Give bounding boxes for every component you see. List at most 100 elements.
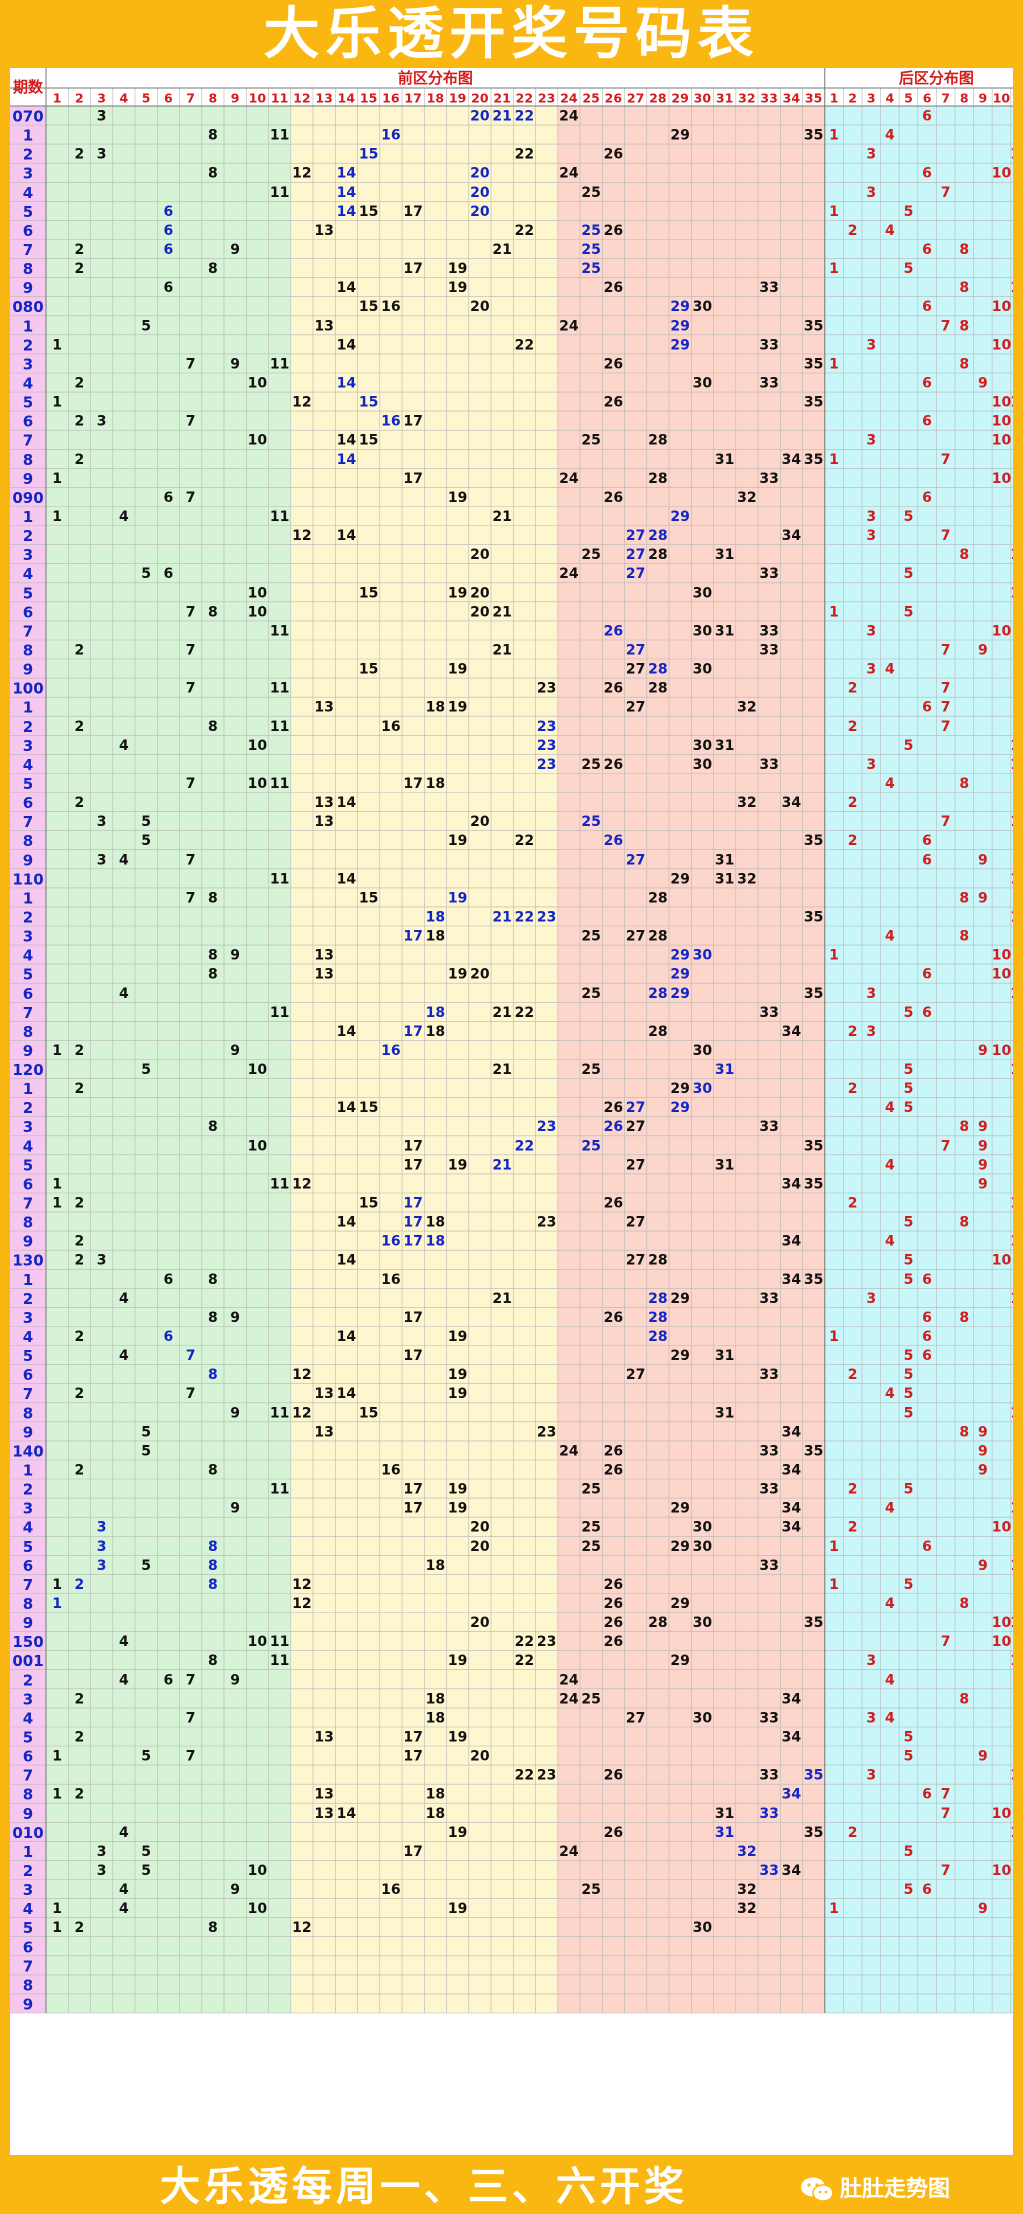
front-number: 35: [804, 395, 823, 411]
back-number: 4: [885, 223, 895, 239]
back-number: 11: [1010, 1405, 1013, 1421]
front-number: 25: [581, 986, 600, 1002]
back-number: 7: [941, 1863, 951, 1879]
section-borders: [10, 68, 1013, 2013]
back-number: 11: [1010, 1768, 1013, 1784]
front-number: 8: [208, 261, 218, 277]
front-number-repeat: 31: [715, 1825, 734, 1841]
front-number: 22: [515, 337, 534, 353]
period-number: 6: [23, 1557, 33, 1575]
back-number: 10: [992, 948, 1012, 964]
front-number: 19: [448, 261, 467, 277]
period-number: 6: [23, 794, 33, 812]
front-col-number: 16: [382, 91, 400, 106]
front-number: 18: [426, 700, 445, 716]
back-number: 5: [904, 204, 914, 220]
front-number: 7: [186, 890, 196, 906]
front-number: 5: [141, 833, 151, 849]
front-col-number: 3: [97, 91, 106, 106]
back-number: 11: [1010, 395, 1013, 411]
front-number: 17: [403, 471, 422, 487]
back-number: 5: [904, 1100, 914, 1116]
front-number-repeat: 22: [515, 109, 534, 125]
back-number: 9: [978, 1749, 988, 1765]
front-number: 24: [559, 566, 579, 582]
period-number: 2: [23, 1099, 33, 1117]
front-number: 2: [75, 414, 85, 430]
back-number: 7: [941, 681, 951, 697]
back-number: 2: [848, 223, 858, 239]
front-number: 2: [75, 1386, 85, 1402]
front-number: 2: [75, 1081, 85, 1097]
back-col-number: 2: [848, 91, 857, 106]
front-number-repeat: 8: [208, 1558, 218, 1574]
back-col-number: 7: [941, 91, 950, 106]
period-number: 2: [23, 1862, 33, 1880]
back-number: 10: [992, 414, 1012, 430]
back-number: 6: [922, 1882, 932, 1898]
front-number: 17: [403, 1482, 422, 1498]
front-number: 33: [759, 337, 778, 353]
front-number: 2: [75, 1729, 85, 1745]
front-number-repeat: 15: [359, 395, 378, 411]
front-number: 26: [604, 223, 623, 239]
back-number: 3: [866, 1024, 876, 1040]
back-number: 5: [904, 1386, 914, 1402]
front-number: 16: [381, 719, 400, 735]
front-number-repeat: 17: [403, 1234, 422, 1250]
front-number: 33: [759, 1291, 778, 1307]
back-number: 11: [1010, 1291, 1013, 1307]
back-col-number: 8: [960, 91, 969, 106]
period-number: 7: [23, 432, 33, 450]
front-number: 2: [75, 1253, 85, 1269]
front-number: 14: [337, 1329, 357, 1345]
header-background: [10, 68, 1013, 106]
front-number: 3: [97, 147, 107, 163]
front-number: 10: [248, 376, 268, 392]
front-number: 14: [337, 337, 357, 353]
front-number: 11: [270, 719, 289, 735]
front-number: 2: [75, 795, 85, 811]
front-number: 34: [782, 1863, 802, 1879]
period-number: 3: [23, 737, 33, 755]
front-number: 32: [737, 1882, 756, 1898]
back-number: 5: [904, 509, 914, 525]
front-number: 25: [581, 929, 600, 945]
front-number: 24: [559, 1691, 579, 1707]
back-number: 7: [941, 1787, 951, 1803]
period-number: 4: [23, 756, 33, 774]
period-number: 7: [23, 1957, 33, 1975]
period-number: 7: [23, 1004, 33, 1022]
back-number: 1: [829, 261, 839, 277]
front-number: 20: [470, 1749, 490, 1765]
front-number-repeat: 21: [492, 1157, 511, 1173]
front-number: 11: [270, 356, 289, 372]
period-number: 3: [23, 1118, 33, 1136]
period-number: 3: [23, 928, 33, 946]
front-col-number: 30: [694, 91, 712, 106]
front-number: 11: [270, 509, 289, 525]
front-number: 31: [715, 871, 734, 887]
back-number: 5: [904, 1081, 914, 1097]
period-number: 5: [23, 1728, 33, 1746]
front-number: 12: [292, 1176, 311, 1192]
front-number: 13: [314, 1386, 333, 1402]
period-number: 8: [23, 1214, 33, 1232]
front-number: 8: [208, 604, 218, 620]
back-number: 10: [992, 967, 1012, 983]
period-number: 2: [23, 908, 33, 926]
front-number: 15: [359, 299, 378, 315]
back-number: 9: [978, 1157, 988, 1173]
front-number: 34: [782, 1024, 802, 1040]
back-number: 11: [1010, 1558, 1013, 1574]
front-number: 5: [141, 1424, 151, 1440]
front-number: 5: [141, 318, 151, 334]
front-number: 1: [52, 395, 62, 411]
front-number: 26: [604, 1100, 623, 1116]
front-number-repeat: 28: [648, 528, 667, 544]
back-number: 1: [829, 1577, 839, 1593]
front-number: 4: [119, 1901, 129, 1917]
front-number: 30: [693, 376, 713, 392]
back-number: 2: [848, 1367, 858, 1383]
